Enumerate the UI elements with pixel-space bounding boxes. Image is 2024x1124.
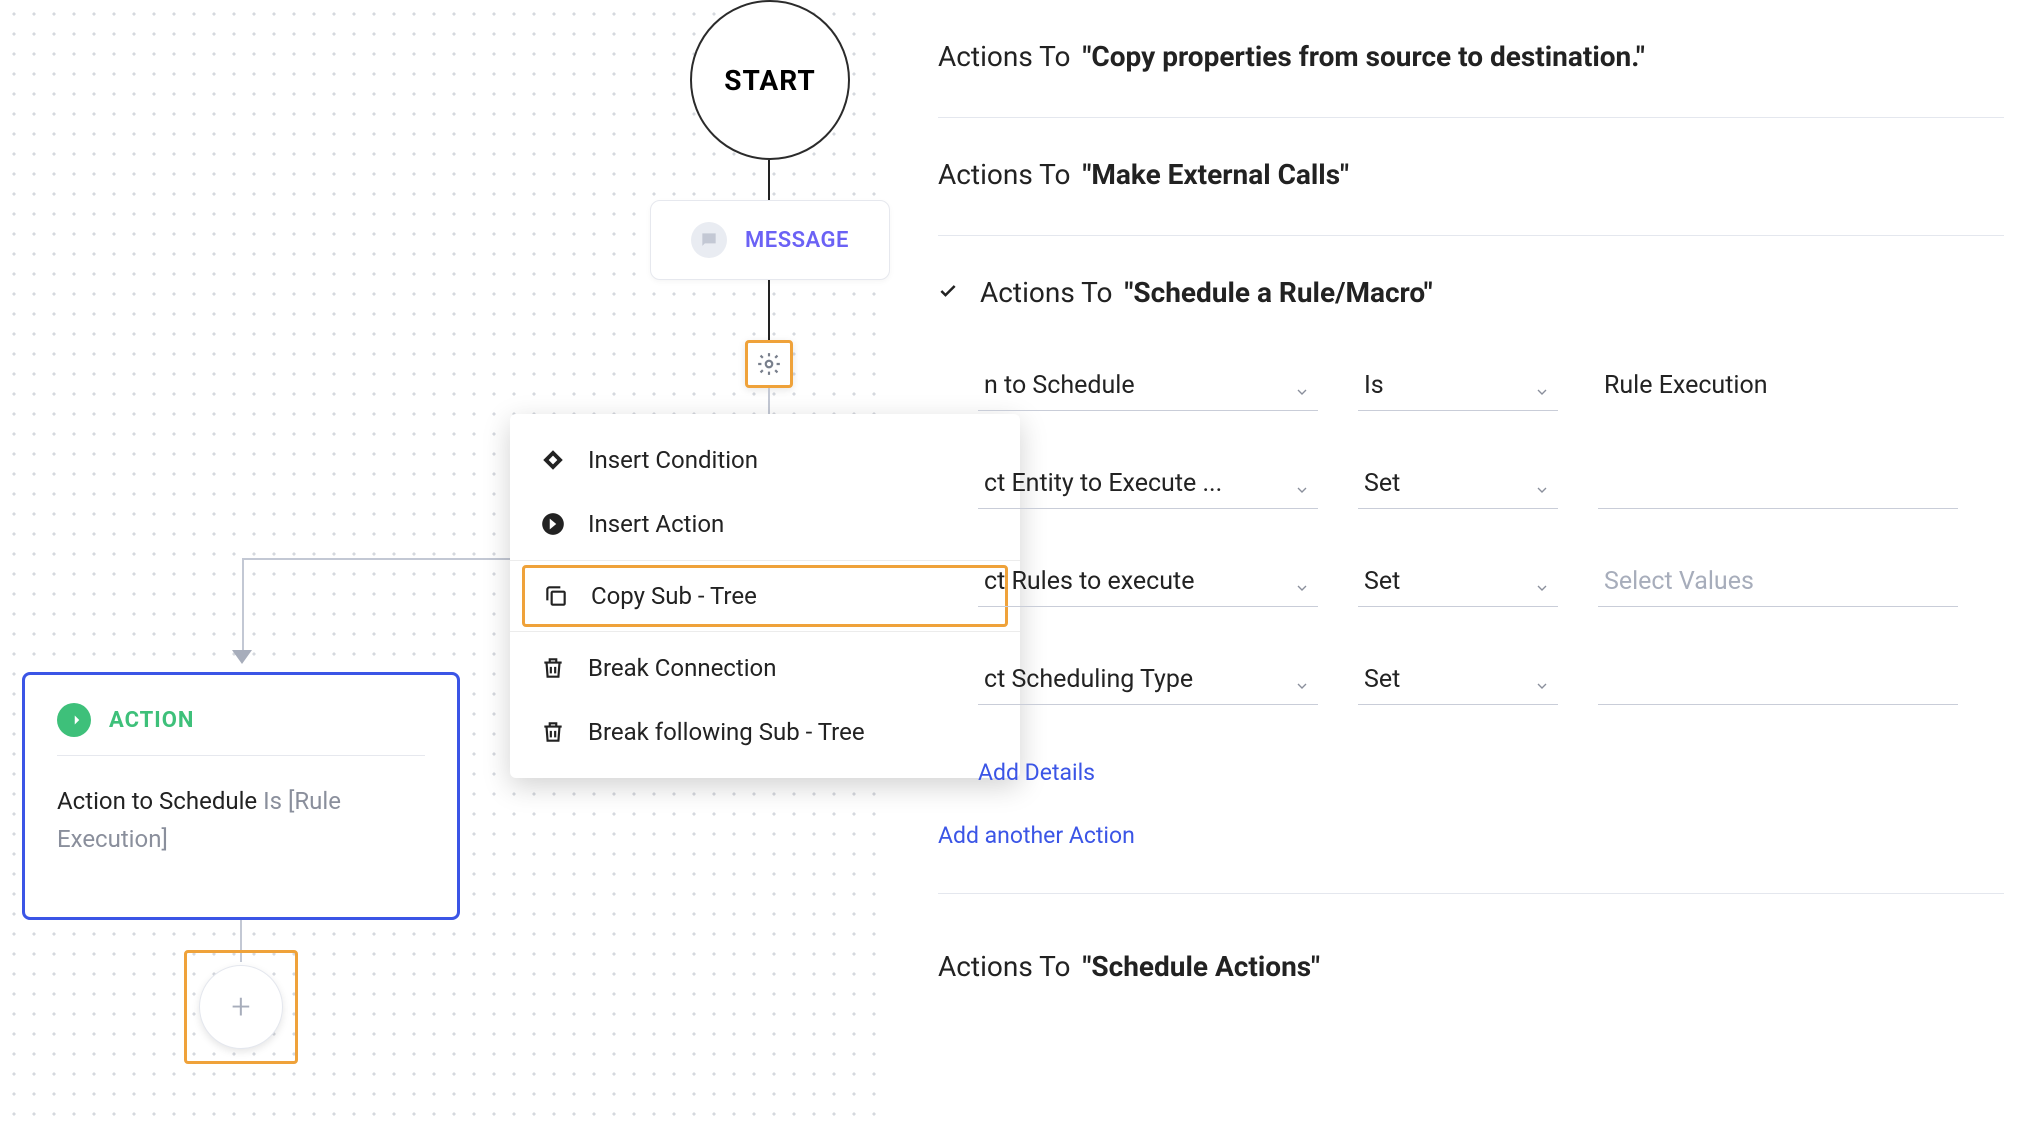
action-body-strong: Action to Schedule [57, 787, 257, 815]
flow-edge [242, 558, 244, 658]
section-title: "Make External Calls" [1083, 158, 1350, 191]
section-schedule-actions[interactable]: Actions To "Schedule Actions" [938, 894, 2004, 983]
dd-placeholder: Select Values [1604, 567, 1754, 596]
menu-item-label: Insert Condition [588, 446, 758, 474]
chevron-down-icon [1294, 672, 1312, 690]
chevron-down-icon [1534, 672, 1552, 690]
flow-edge [768, 280, 770, 340]
section-title: "Schedule Actions" [1083, 950, 1321, 983]
dd-value: ct Rules to execute [984, 567, 1194, 596]
trash-icon [540, 719, 566, 745]
dd-value: ct Entity to Execute ... [984, 469, 1222, 498]
form-row: ct Scheduling Type Set [978, 657, 2004, 705]
section-prefix: Actions To [938, 40, 1071, 73]
trash-icon [540, 655, 566, 681]
divider [57, 755, 425, 756]
field-dropdown[interactable]: ct Scheduling Type [978, 657, 1318, 705]
value-dropdown[interactable]: Select Values [1598, 559, 1958, 607]
menu-item-label: Break following Sub - Tree [588, 718, 865, 746]
value-dropdown[interactable] [1598, 490, 1958, 509]
add-details-link[interactable]: Add Details [938, 759, 1095, 786]
gear-button[interactable] [745, 340, 793, 388]
arrow-circle-icon [540, 511, 566, 537]
action-body: Action to Schedule Is [Rule Execution] [57, 782, 425, 859]
field-dropdown[interactable]: n to Schedule [978, 363, 1318, 411]
start-node[interactable]: START [690, 0, 850, 160]
section-external-calls[interactable]: Actions To "Make External Calls" [938, 118, 2004, 236]
message-node[interactable]: MESSAGE [650, 200, 890, 280]
check-icon [938, 281, 962, 305]
chevron-down-icon [1534, 476, 1552, 494]
start-label: START [724, 64, 815, 97]
form-rows: n to Schedule Is Rule Execution ct Entit… [938, 363, 2004, 705]
operator-dropdown[interactable]: Is [1358, 363, 1558, 411]
operator-dropdown[interactable]: Set [1358, 461, 1558, 509]
menu-copy-subtree[interactable]: Copy Sub - Tree [522, 565, 1008, 627]
menu-item-label: Break Connection [588, 654, 777, 682]
arrow-down-icon [232, 650, 252, 664]
actions-panel: Actions To "Copy properties from source … [938, 0, 2024, 1124]
operator-dropdown[interactable]: Set [1358, 657, 1558, 705]
message-icon [691, 222, 727, 258]
dd-value: Set [1364, 665, 1400, 694]
chevron-down-icon [1294, 574, 1312, 592]
section-prefix: Actions To [938, 950, 1071, 983]
value-text: Rule Execution [1598, 363, 1958, 411]
dd-value: ct Scheduling Type [984, 665, 1193, 694]
dd-value: n to Schedule [984, 371, 1135, 400]
chevron-down-icon [1534, 574, 1552, 592]
form-row: ct Rules to execute Set Select Values [978, 559, 2004, 607]
section-copy-props[interactable]: Actions To "Copy properties from source … [938, 0, 2004, 118]
section-prefix: Actions To [980, 276, 1113, 309]
operator-dropdown[interactable]: Set [1358, 559, 1558, 607]
add-action-link[interactable]: Add another Action [938, 822, 1135, 849]
menu-item-label: Insert Action [588, 510, 724, 538]
form-row: ct Entity to Execute ... Set [978, 461, 2004, 509]
action-label: ACTION [109, 708, 194, 733]
chevron-down-icon [1534, 378, 1552, 396]
diamond-icon [540, 447, 566, 473]
menu-item-label: Copy Sub - Tree [591, 582, 757, 610]
plus-icon: + [231, 987, 250, 1027]
value-dropdown[interactable] [1598, 686, 1958, 705]
field-dropdown[interactable]: ct Rules to execute [978, 559, 1318, 607]
copy-icon [543, 583, 569, 609]
chevron-down-icon [1294, 476, 1312, 494]
add-node-highlight: + [184, 950, 298, 1064]
dd-value: Set [1364, 469, 1400, 498]
form-row: n to Schedule Is Rule Execution [978, 363, 2004, 411]
message-label: MESSAGE [745, 228, 849, 253]
gear-icon [756, 351, 782, 377]
flow-edge [768, 160, 770, 200]
chevron-down-icon [1294, 378, 1312, 396]
dd-value: Set [1364, 567, 1400, 596]
section-schedule-rule: Actions To "Schedule a Rule/Macro" n to … [938, 236, 2004, 894]
section-prefix: Actions To [938, 158, 1071, 191]
section-title: "Schedule a Rule/Macro" [1125, 276, 1433, 309]
dd-value: Rule Execution [1604, 371, 1768, 400]
section-header[interactable]: Actions To "Schedule a Rule/Macro" [980, 276, 1433, 309]
section-title: "Copy properties from source to destinat… [1083, 40, 1645, 73]
dd-value: Is [1364, 371, 1384, 400]
action-node[interactable]: ACTION Action to Schedule Is [Rule Execu… [22, 672, 460, 920]
field-dropdown[interactable]: ct Entity to Execute ... [978, 461, 1318, 509]
arrow-right-circle-icon [57, 703, 91, 737]
add-node-button[interactable]: + [199, 965, 283, 1049]
